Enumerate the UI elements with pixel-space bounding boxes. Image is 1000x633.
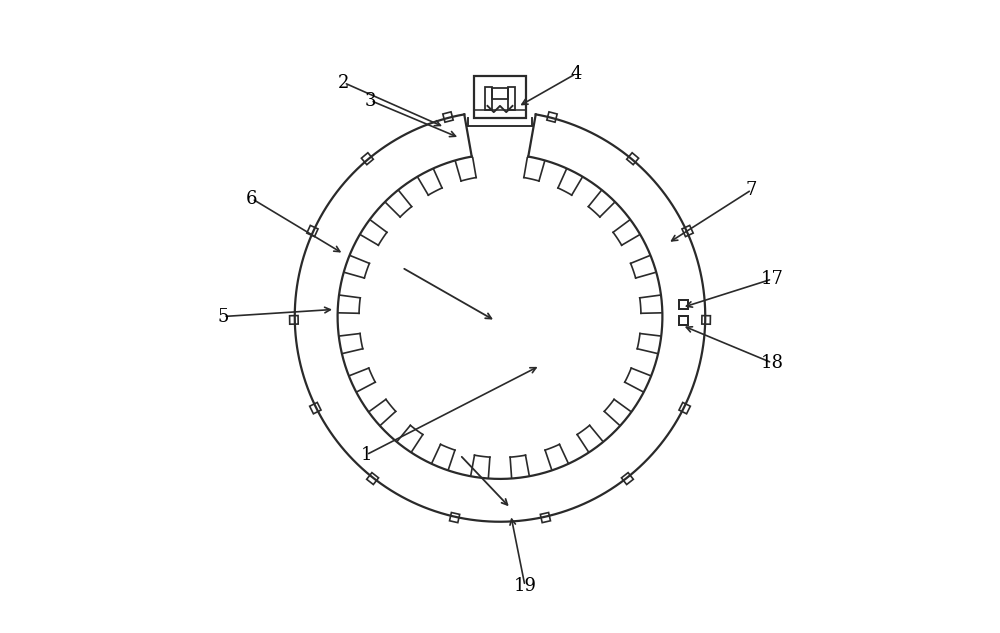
Text: 7: 7 xyxy=(746,181,757,199)
Text: 3: 3 xyxy=(365,92,376,110)
Text: 1: 1 xyxy=(360,446,372,464)
Text: 17: 17 xyxy=(761,270,784,288)
Text: 5: 5 xyxy=(218,308,229,325)
Text: 19: 19 xyxy=(513,577,536,595)
Text: 6: 6 xyxy=(246,190,258,208)
Text: 2: 2 xyxy=(338,73,350,92)
Text: 4: 4 xyxy=(570,65,582,83)
Text: 18: 18 xyxy=(761,354,784,372)
